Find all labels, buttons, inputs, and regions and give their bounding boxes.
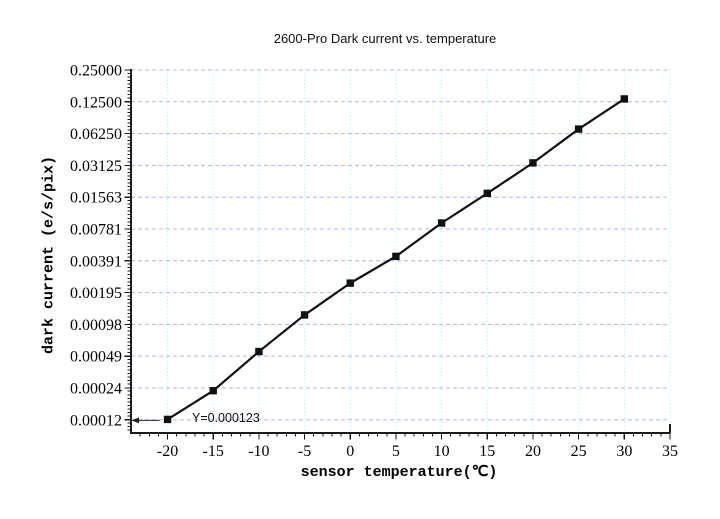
data-point-marker [255, 347, 263, 356]
x-tick-label: 15 [479, 443, 495, 460]
y-tick-label: 0.00781 [70, 221, 122, 238]
x-tick-label: -15 [203, 443, 224, 460]
gridlines [131, 69, 671, 433]
chart-title: 2600-Pro Dark current vs. temperature [273, 31, 497, 46]
data-point-marker [392, 252, 400, 261]
ticks [124, 69, 671, 440]
y-tick-label: 0.25000 [70, 62, 122, 79]
data-point-marker [346, 279, 354, 287]
data-point-marker [437, 219, 446, 227]
x-tick-label: 35 [662, 443, 678, 460]
y-tick-label: 0.06250 [70, 126, 122, 143]
x-tick-label: 5 [392, 443, 400, 460]
y-tick-label: 0.00098 [70, 317, 122, 334]
x-tick-label: -20 [157, 443, 178, 460]
x-tick-label: 25 [571, 443, 587, 460]
y-tick-label: 0.00024 [70, 380, 122, 397]
data-point-marker [163, 415, 172, 424]
y-tick-label: 0.00195 [70, 285, 122, 302]
tick-labels: -20 -15 -10 -5 0 5 10 15 20 25 30 35 0.25000 0.12500 0… [70, 62, 678, 460]
x-tick-label: -10 [248, 443, 269, 460]
y-tick-label: 0.12500 [70, 94, 122, 111]
x-tick-label: -5 [298, 443, 311, 460]
x-tick-label: 0 [346, 443, 354, 460]
data-point-marker [620, 95, 629, 103]
annotation-arrow [131, 417, 160, 424]
y-tick-label: 0.00391 [70, 253, 122, 270]
y-tick-label: 0.01563 [70, 190, 122, 207]
y-tick-label: 0.00012 [70, 412, 122, 429]
x-tick-label: 20 [525, 443, 541, 460]
data-point-marker [529, 159, 537, 167]
annotation-arrow-head [131, 417, 139, 424]
y-tick-label: 0.03125 [70, 158, 122, 175]
axes [130, 69, 671, 434]
data-point-marker [574, 125, 583, 133]
data-point-marker [209, 387, 217, 395]
series-markers [163, 95, 629, 424]
data-point-marker [483, 189, 491, 198]
y-tick-label: 0.00049 [70, 349, 122, 366]
data-point-marker [300, 311, 309, 319]
x-axis-title: sensor temperature(℃) [300, 464, 498, 481]
x-tick-label: 30 [616, 443, 632, 460]
x-tick-label: 10 [434, 443, 450, 460]
data-point-annotation: Y=0.000123 [192, 411, 260, 425]
y-axis-title: dark current (e/s/pix) [40, 155, 58, 355]
